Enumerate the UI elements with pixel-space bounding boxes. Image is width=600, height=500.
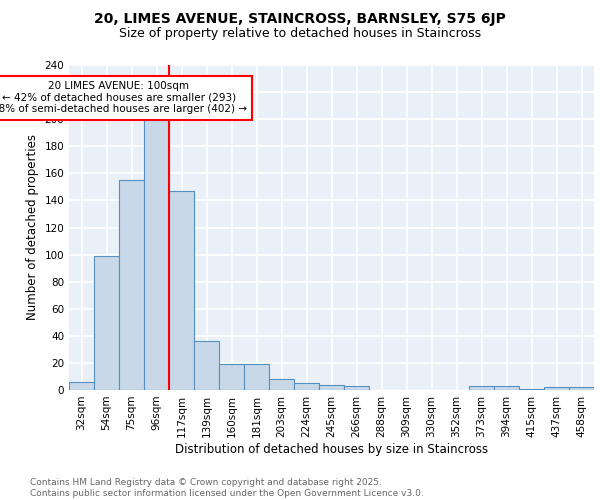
Text: Size of property relative to detached houses in Staincross: Size of property relative to detached ho… [119, 28, 481, 40]
Bar [569, 388, 594, 390]
Bar [219, 364, 244, 390]
Bar [494, 386, 519, 390]
Bar [119, 180, 144, 390]
Bar [169, 191, 194, 390]
Bar [269, 379, 294, 390]
Bar [469, 386, 494, 390]
Bar [194, 341, 219, 390]
Bar [519, 388, 544, 390]
Text: Contains HM Land Registry data © Crown copyright and database right 2025.
Contai: Contains HM Land Registry data © Crown c… [30, 478, 424, 498]
X-axis label: Distribution of detached houses by size in Staincross: Distribution of detached houses by size … [175, 442, 488, 456]
Text: 20 LIMES AVENUE: 100sqm
← 42% of detached houses are smaller (293)
58% of semi-d: 20 LIMES AVENUE: 100sqm ← 42% of detache… [0, 81, 247, 114]
Text: 20, LIMES AVENUE, STAINCROSS, BARNSLEY, S75 6JP: 20, LIMES AVENUE, STAINCROSS, BARNSLEY, … [94, 12, 506, 26]
Bar [69, 382, 94, 390]
Bar [544, 388, 569, 390]
Y-axis label: Number of detached properties: Number of detached properties [26, 134, 39, 320]
Bar [344, 386, 369, 390]
Bar [94, 256, 119, 390]
Bar [144, 119, 169, 390]
Bar [319, 384, 344, 390]
Bar [294, 383, 319, 390]
Bar [244, 364, 269, 390]
